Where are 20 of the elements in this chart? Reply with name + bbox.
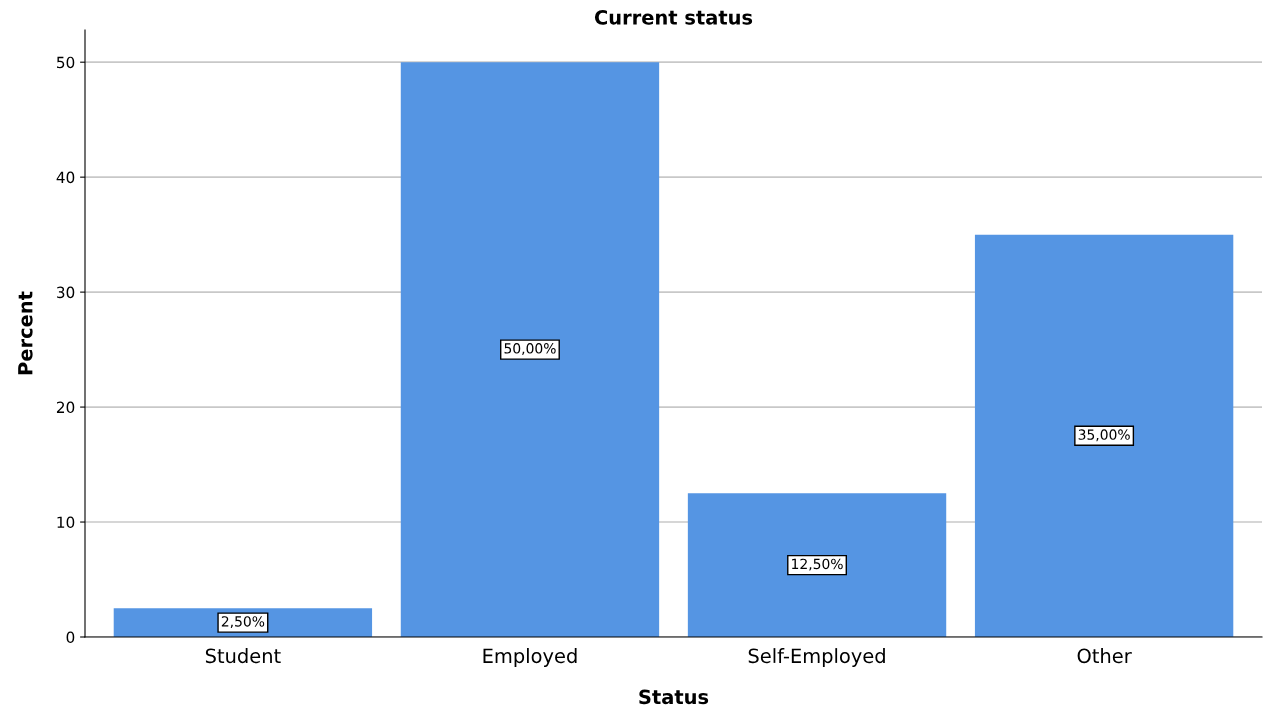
x-tick-label: Student [205, 648, 281, 664]
y-tick-label: 40 [56, 171, 75, 184]
chart-title: Current status [594, 10, 753, 25]
bar [687, 493, 947, 637]
x-tick-label: Self-Employed [748, 648, 885, 667]
x-tick-label: Employed [483, 648, 577, 667]
x-tick-label: Other [1077, 648, 1132, 664]
data-label: 2,50% [221, 616, 265, 629]
bar [400, 62, 660, 637]
data-label: 12,50% [792, 558, 843, 571]
y-tick-label: 0 [66, 631, 75, 644]
y-tick-label: 20 [56, 401, 75, 414]
y-tick-label: 50 [57, 56, 75, 69]
bar [974, 234, 1234, 637]
y-tick-label: 30 [57, 286, 75, 299]
y-axis-title: Percent [18, 291, 33, 375]
data-label: 50,00% [504, 343, 556, 356]
data-label: 35,00% [1078, 429, 1130, 442]
y-tick-label: 10 [57, 516, 75, 529]
x-axis-title: Status [639, 689, 709, 705]
